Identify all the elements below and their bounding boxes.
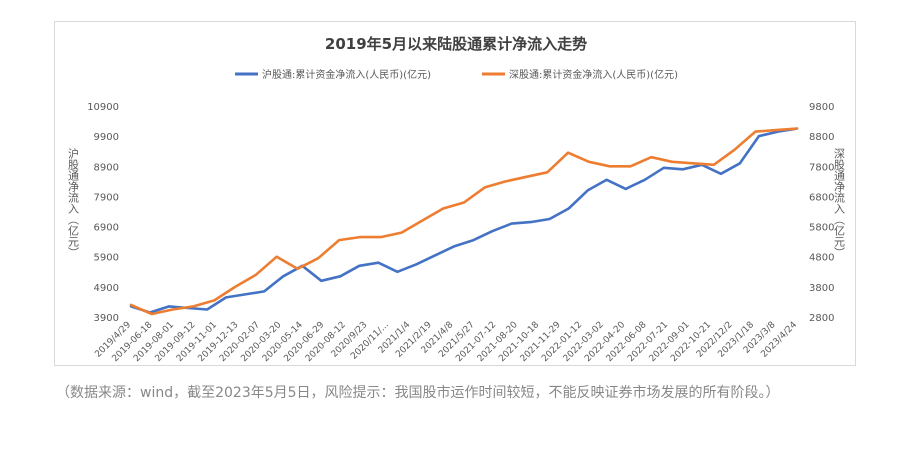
left-tick-label: 10900 [87,102,119,113]
left-tick-label: 5900 [94,253,119,264]
right-tick-label: 7800 [809,162,834,173]
left-tick-label: 3900 [94,313,119,324]
right-tick-label: 9800 [809,102,834,113]
right-tick-label: 6800 [809,192,834,203]
line-chart: 2019年5月以来陆股通累计净流入走势 沪股通:累计资金净流入(人民币)(亿元)… [67,35,846,364]
legend: 沪股通:累计资金净流入(人民币)(亿元) 深股通:累计资金净流入(人民币)(亿元… [235,68,678,81]
series-group [129,127,799,316]
chart-card: 2019年5月以来陆股通累计净流入走势 沪股通:累计资金净流入(人民币)(亿元)… [54,21,856,366]
left-axis-title: 沪股通净流入（亿元） [67,147,80,258]
right-tick-label: 3800 [809,283,834,294]
right-tick-label: 8800 [809,132,834,143]
left-tick-label: 4900 [94,283,119,294]
left-axis-ticks: 10900 9900 8900 7900 6900 5900 4900 3900 [87,102,119,324]
chart-title: 2019年5月以来陆股通累计净流入走势 [325,35,587,53]
source-caption: （数据来源：wind，截至2023年5月5日，风险提示：我国股市运作时间较短，不… [56,385,780,401]
x-axis-ticks: 2019/4/292019-06-182019-08-012019-09-122… [93,320,799,364]
series-line-shanghai [129,127,799,314]
right-tick-label: 2800 [809,313,834,324]
left-tick-label: 8900 [94,162,119,173]
right-tick-label: 5800 [809,223,834,234]
right-axis-ticks: 9800 8800 7800 6800 5800 4800 3800 2800 [809,102,834,324]
legend-label-sh: 沪股通:累计资金净流入(人民币)(亿元) [262,68,431,81]
left-tick-label: 7900 [94,192,119,203]
right-tick-label: 4800 [809,253,834,264]
legend-label-sz: 深股通:累计资金净流入(人民币)(亿元) [509,68,678,81]
left-tick-label: 6900 [94,223,119,234]
series-line-shenzhen [129,127,799,316]
right-axis-title: 深股通净流入（亿元） [833,148,846,258]
left-tick-label: 9900 [94,132,119,143]
